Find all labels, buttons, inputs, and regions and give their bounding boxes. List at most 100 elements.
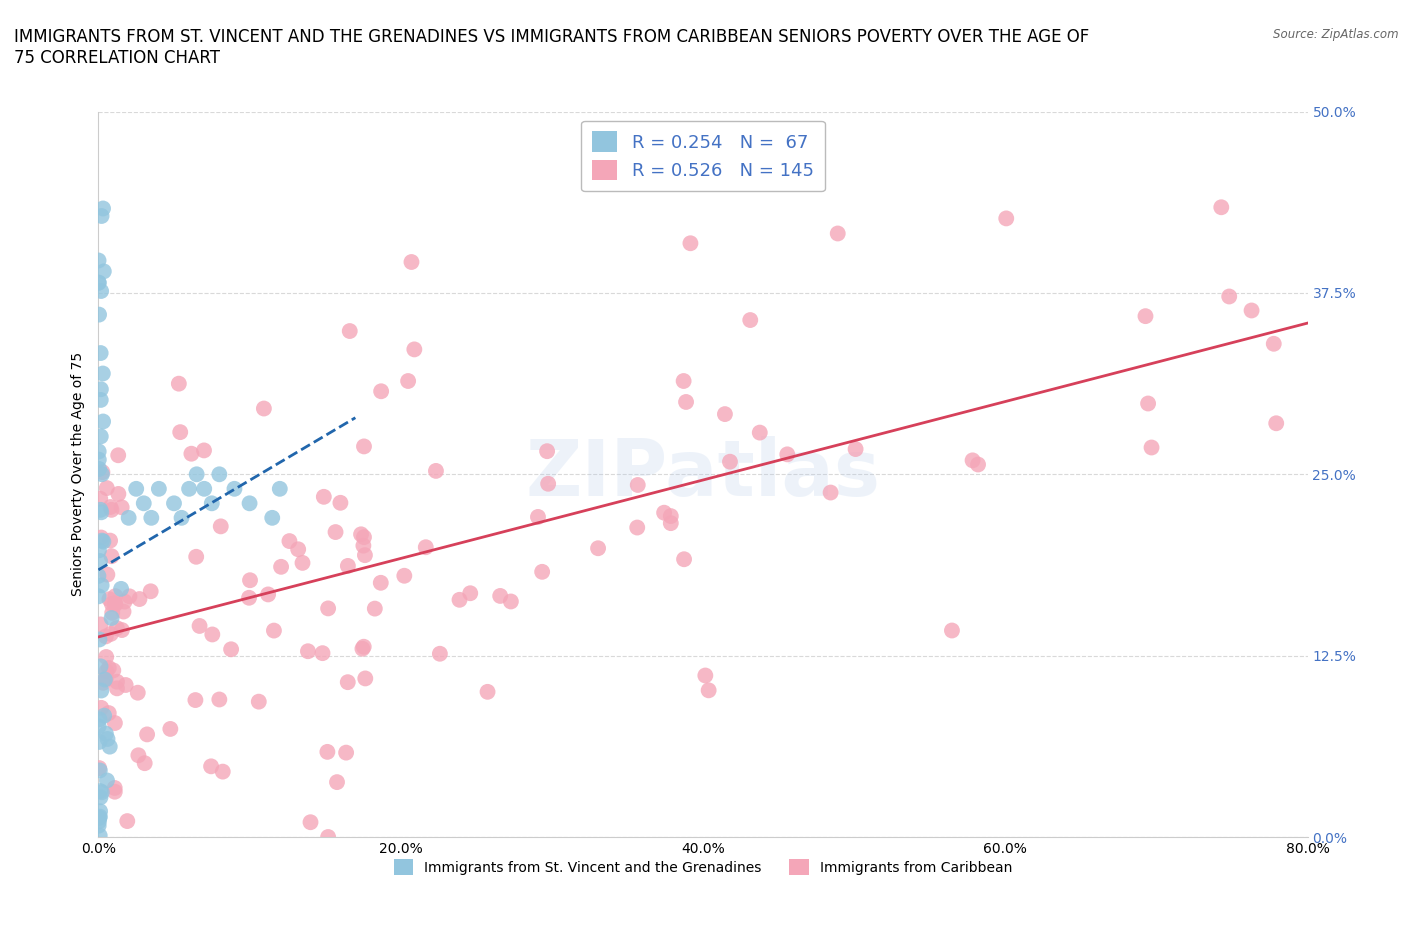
Point xyxy=(87,253,110,268)
Point xyxy=(247,694,270,709)
Point xyxy=(257,587,280,602)
Point xyxy=(239,573,262,588)
Point xyxy=(995,211,1018,226)
Point xyxy=(117,814,139,829)
Point xyxy=(114,678,136,693)
Point xyxy=(353,439,375,454)
Point xyxy=(91,366,114,381)
Point xyxy=(89,712,111,727)
Point xyxy=(201,496,224,511)
Point xyxy=(352,538,374,553)
Point xyxy=(87,543,110,558)
Point xyxy=(89,809,111,824)
Point xyxy=(253,401,276,416)
Point xyxy=(103,663,125,678)
Point xyxy=(136,727,159,742)
Point xyxy=(87,719,110,734)
Point xyxy=(312,489,335,504)
Point xyxy=(394,568,416,583)
Point xyxy=(170,511,193,525)
Point xyxy=(96,567,118,582)
Point xyxy=(96,649,118,664)
Point xyxy=(652,505,675,520)
Point xyxy=(262,511,284,525)
Point xyxy=(299,815,322,830)
Point xyxy=(90,700,112,715)
Point xyxy=(748,425,770,440)
Point xyxy=(499,594,522,609)
Point xyxy=(325,525,347,539)
Point xyxy=(1135,309,1157,324)
Point xyxy=(118,511,141,525)
Point xyxy=(404,342,426,357)
Point xyxy=(184,693,207,708)
Point xyxy=(200,759,222,774)
Point xyxy=(90,684,112,698)
Point xyxy=(316,830,339,844)
Point xyxy=(477,684,499,699)
Point xyxy=(339,324,361,339)
Point xyxy=(91,675,114,690)
Point xyxy=(90,530,112,545)
Point xyxy=(967,457,990,472)
Point xyxy=(104,784,127,799)
Point xyxy=(100,502,122,517)
Point xyxy=(100,549,122,564)
Point xyxy=(1211,200,1233,215)
Point xyxy=(193,482,215,497)
Point xyxy=(87,444,110,458)
Point xyxy=(179,482,201,497)
Point xyxy=(263,623,285,638)
Text: IMMIGRANTS FROM ST. VINCENT AND THE GRENADINES VS IMMIGRANTS FROM CARIBBEAN SENI: IMMIGRANTS FROM ST. VINCENT AND THE GREN… xyxy=(14,28,1090,67)
Point xyxy=(89,553,111,568)
Point xyxy=(125,482,148,497)
Point xyxy=(104,589,127,604)
Point xyxy=(90,467,112,482)
Point xyxy=(209,519,232,534)
Point xyxy=(1265,416,1288,431)
Point xyxy=(87,461,110,476)
Point xyxy=(238,591,260,605)
Point xyxy=(370,576,392,591)
Point xyxy=(127,685,149,700)
Point xyxy=(93,709,115,724)
Point xyxy=(316,601,339,616)
Point xyxy=(219,642,242,657)
Point xyxy=(740,312,762,327)
Point xyxy=(87,452,110,467)
Point xyxy=(97,660,120,675)
Point xyxy=(336,558,359,573)
Point xyxy=(353,639,375,654)
Point xyxy=(239,496,262,511)
Point xyxy=(159,722,181,737)
Point xyxy=(396,374,419,389)
Point xyxy=(188,618,211,633)
Point xyxy=(626,520,648,535)
Point xyxy=(96,664,118,679)
Point xyxy=(141,511,163,525)
Point xyxy=(87,275,110,290)
Point xyxy=(98,533,121,548)
Point xyxy=(316,744,339,759)
Point xyxy=(193,443,215,458)
Point xyxy=(89,761,111,776)
Point xyxy=(89,735,111,750)
Point xyxy=(211,764,233,779)
Point xyxy=(537,476,560,491)
Point xyxy=(180,446,202,461)
Point xyxy=(659,516,682,531)
Point xyxy=(311,645,333,660)
Point xyxy=(107,448,129,463)
Point xyxy=(845,442,868,457)
Point xyxy=(287,542,309,557)
Point xyxy=(291,555,314,570)
Point xyxy=(167,377,190,392)
Point xyxy=(87,307,110,322)
Point xyxy=(941,623,963,638)
Point xyxy=(401,255,423,270)
Point xyxy=(111,499,134,514)
Point xyxy=(827,226,849,241)
Point xyxy=(718,454,741,469)
Point xyxy=(370,384,392,399)
Point xyxy=(659,509,682,524)
